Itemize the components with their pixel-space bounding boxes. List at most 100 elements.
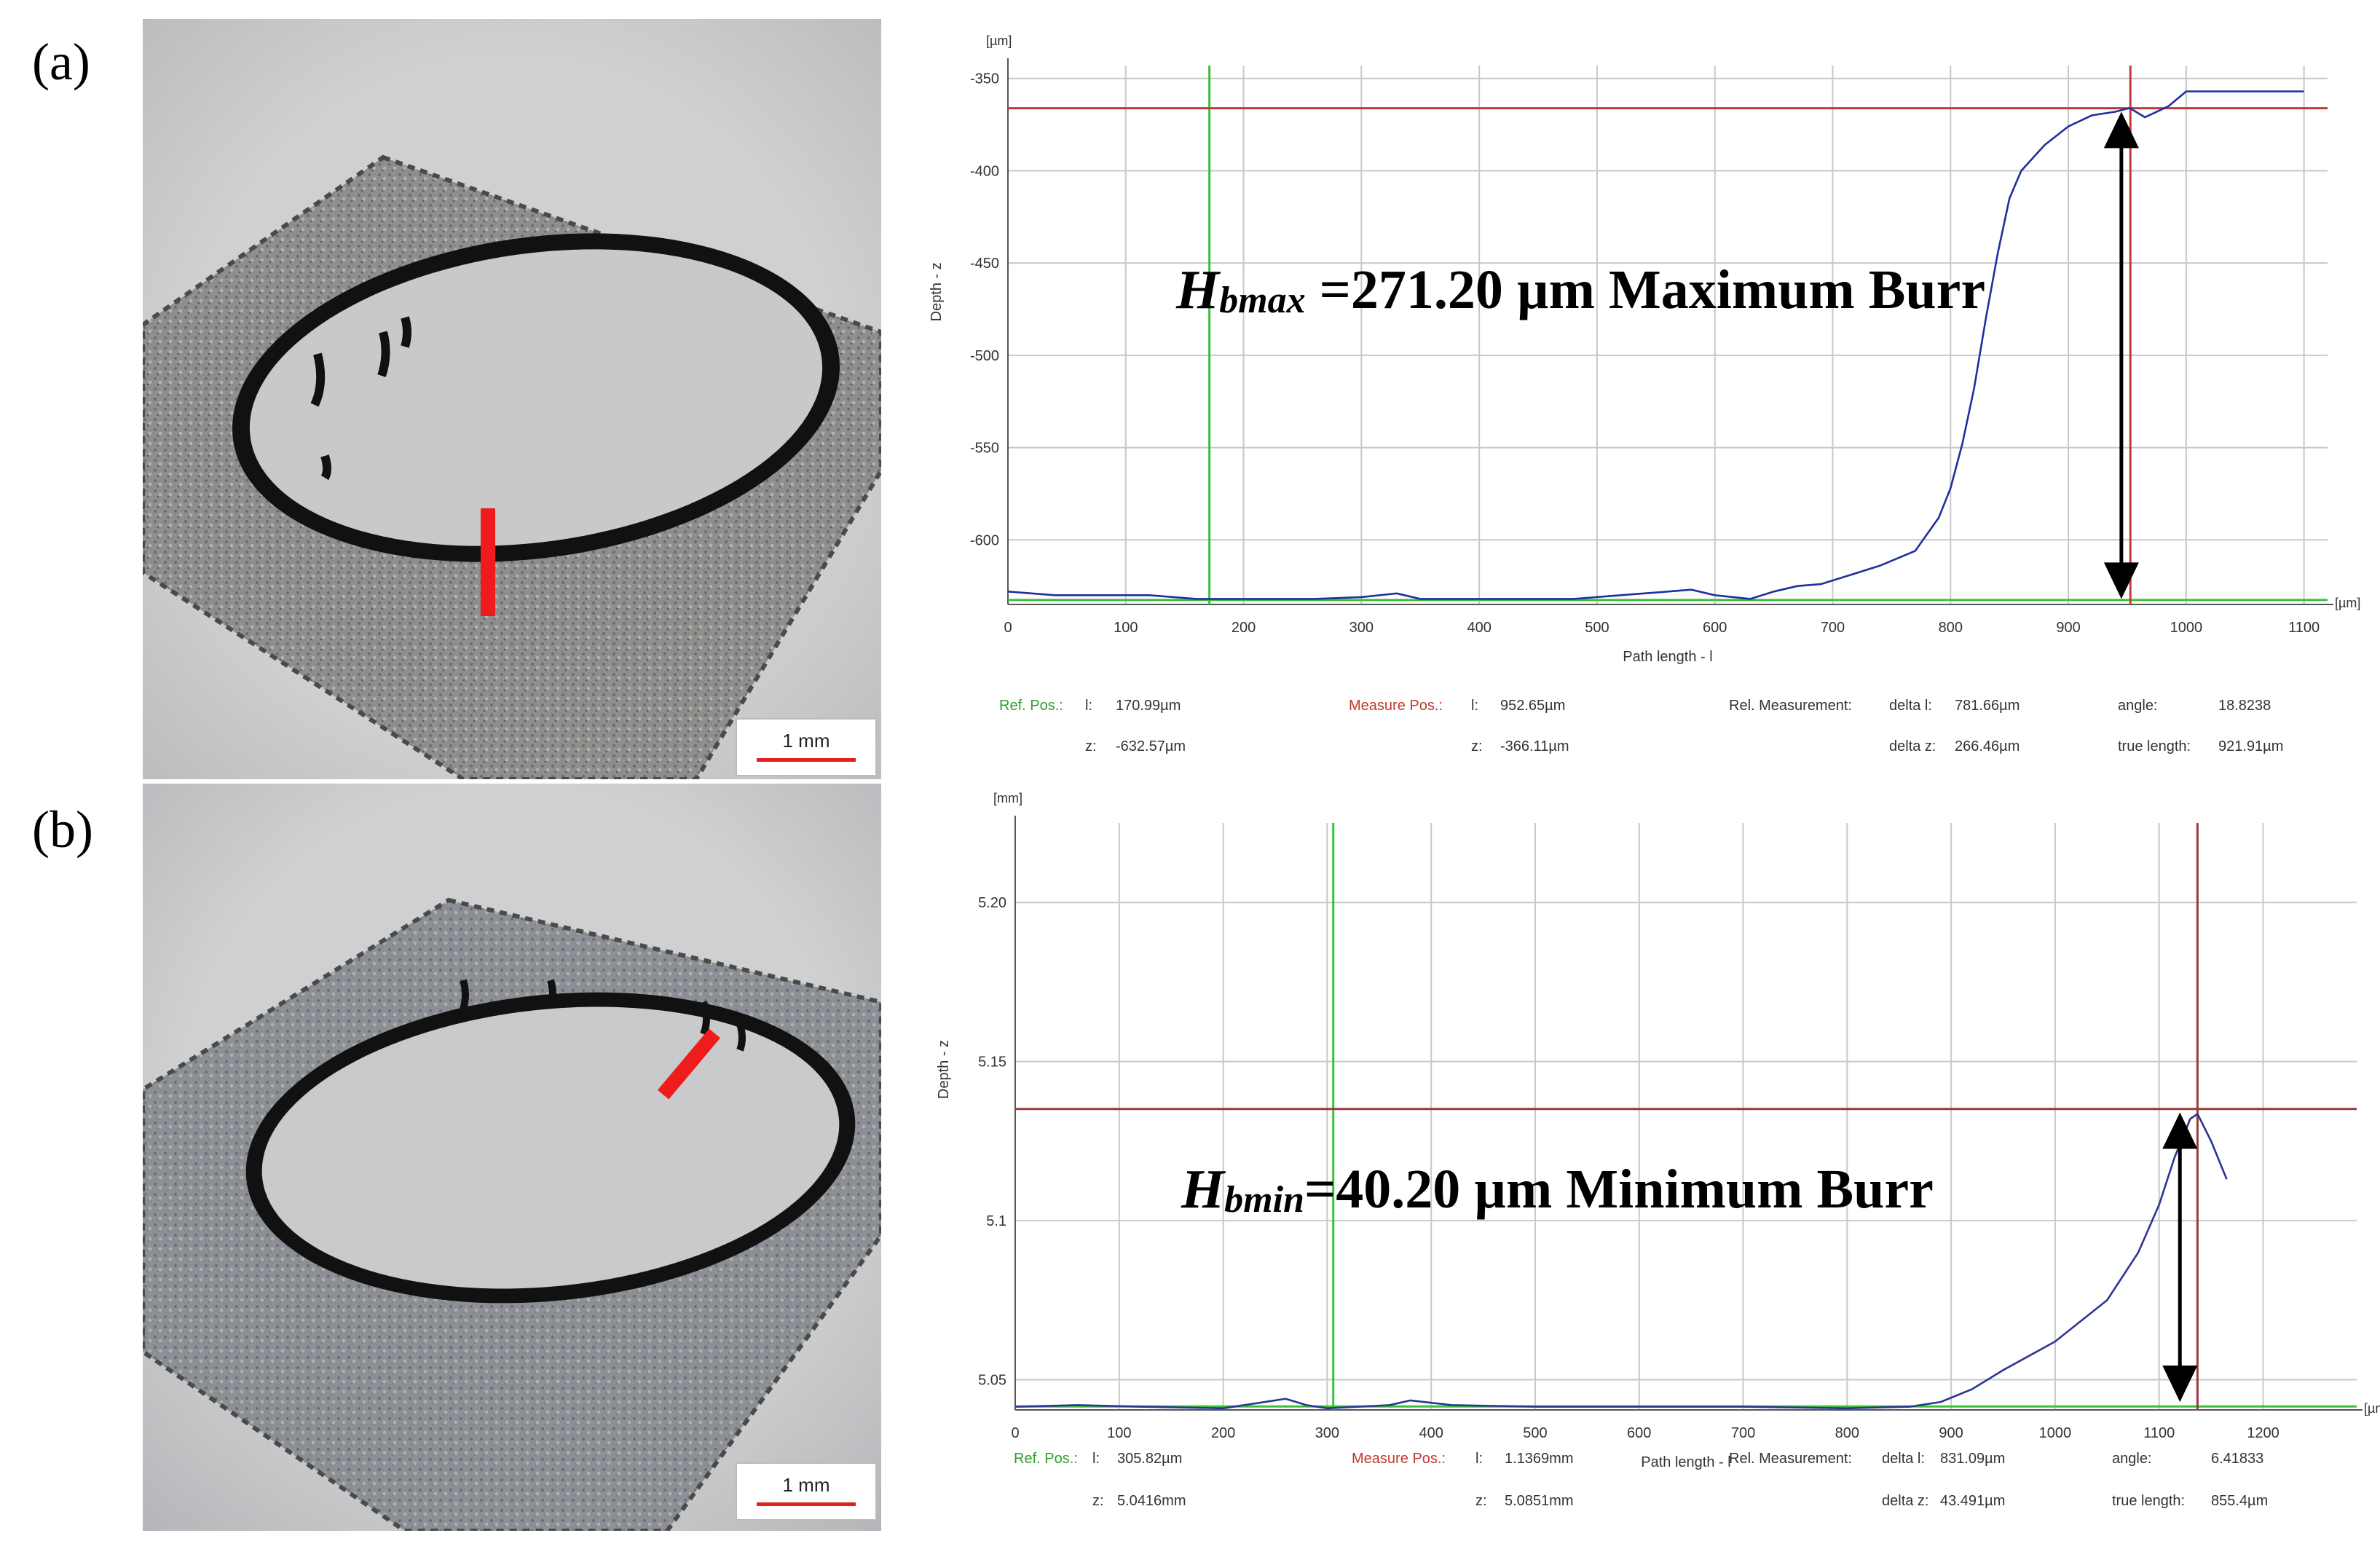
scale-bar-box-a: 1 mm — [736, 718, 877, 776]
x-tick-label-a: 600 — [1703, 620, 1727, 636]
x-tick-label-b: 700 — [1731, 1425, 1755, 1441]
y-tick-label-b: 5.05 — [978, 1372, 1006, 1388]
x-tick-label-a: 1100 — [2288, 620, 2320, 636]
delta-z-key-a: delta z: — [1889, 738, 1936, 754]
true-length-a: 921.91µm — [2218, 738, 2284, 754]
measure-z-a: -366.11µm — [1500, 738, 1569, 754]
x-tick-label-a: 200 — [1232, 620, 1256, 636]
y-tick-label-b: 5.15 — [978, 1055, 1006, 1071]
delta-l-a: 781.66µm — [1955, 698, 2020, 714]
y-tick-label-a: -550 — [970, 441, 999, 457]
delta-l-b: 831.09µm — [1940, 1451, 2006, 1467]
y-tick-label-a: -500 — [970, 348, 999, 364]
angle-key-a: angle: — [2118, 698, 2158, 714]
measure-z-b: 5.0851mm — [1505, 1493, 1574, 1509]
annotation-a-symbol: H — [1176, 259, 1220, 320]
ref-pos-label-a: Ref. Pos.: — [999, 698, 1063, 714]
angle-a: 18.8238 — [2218, 698, 2271, 714]
x-tick-label-b: 1000 — [2039, 1425, 2072, 1441]
angle-key-b: angle: — [2112, 1451, 2152, 1467]
ref-z-key-b: z: — [1092, 1493, 1104, 1509]
angle-b: 6.41833 — [2211, 1451, 2264, 1467]
delta-z-key-b: delta z: — [1882, 1493, 1929, 1509]
rel-measurement-label-a: Rel. Measurement: — [1729, 698, 1852, 714]
y-tick-label-b: 5.1 — [986, 1213, 1006, 1229]
scale-bar-box-b: 1 mm — [736, 1462, 877, 1521]
x-tick-label-b: 1200 — [2247, 1425, 2279, 1441]
x-tick-label-a: 1000 — [2170, 620, 2203, 636]
measure-l-b: 1.1369mm — [1505, 1451, 1574, 1467]
x-tick-label-a: 700 — [1821, 620, 1845, 636]
hole-b — [261, 1006, 840, 1289]
x-tick-label-a: 400 — [1467, 620, 1491, 636]
scale-bar-label-b: 1 mm — [782, 1474, 830, 1496]
hole-a — [249, 249, 823, 546]
panel-a-label: (a) — [32, 33, 90, 91]
annotation-b: Hbmin=40.20 µm Minimum Burr — [1181, 1158, 1934, 1221]
ref-l-key-a: l: — [1085, 698, 1092, 714]
ref-l-a: 170.99µm — [1116, 698, 1181, 714]
measure-l-key-a: l: — [1471, 698, 1478, 714]
x-tick-label-b: 1100 — [2143, 1425, 2175, 1441]
x-tick-label-a: 0 — [1004, 620, 1012, 636]
x-tick-label-a: 500 — [1585, 620, 1609, 636]
x-tick-label-b: 0 — [1011, 1425, 1019, 1441]
micrograph-b: 1 mm — [143, 784, 881, 1531]
x-unit-label-a: [µm] — [2335, 596, 2360, 610]
x-tick-label-b: 200 — [1211, 1425, 1235, 1441]
y-tick-label-a: -600 — [970, 532, 999, 548]
y-tick-label-a: -350 — [970, 71, 999, 87]
burr-arrow-head-top-b — [2162, 1112, 2198, 1149]
x-tick-label-b: 400 — [1419, 1425, 1443, 1441]
x-unit-label-b: [µm] — [2364, 1401, 2380, 1416]
ref-pos-label-b: Ref. Pos.: — [1014, 1451, 1078, 1467]
chart-a: 0 100 200 300 400 500 600 700 800 900 1000 1100 -350… — [918, 34, 2374, 699]
delta-z-b: 43.491µm — [1940, 1493, 2006, 1509]
ref-l-b: 305.82µm — [1117, 1451, 1183, 1467]
x-tick-label-b: 800 — [1835, 1425, 1859, 1441]
annotation-b-symbol: H — [1181, 1159, 1225, 1220]
scale-bar-b — [756, 1502, 856, 1506]
x-axis-title-a: Path length - l — [1623, 649, 1712, 665]
y-unit-label-a: [µm] — [986, 34, 1012, 48]
measure-pos-label-b: Measure Pos.: — [1352, 1451, 1446, 1467]
x-tick-label-b: 100 — [1107, 1425, 1131, 1441]
annotation-a: Hbmax =271.20 µm Maximum Burr — [1176, 259, 1985, 322]
profile-line-a — [1007, 90, 2304, 600]
x-tick-label-a: 800 — [1939, 620, 1963, 636]
measure-z-key-a: z: — [1471, 738, 1483, 754]
true-length-b: 855.4µm — [2211, 1493, 2269, 1509]
ref-z-b: 5.0416mm — [1117, 1493, 1186, 1509]
ref-l-key-b: l: — [1092, 1451, 1100, 1467]
y-unit-label-b: [mm] — [993, 791, 1022, 805]
annotation-a-subscript: bmax — [1219, 280, 1306, 321]
x-tick-label-a: 900 — [2056, 620, 2080, 636]
ref-z-key-a: z: — [1085, 738, 1097, 754]
y-tick-label-a: -400 — [970, 163, 999, 179]
chart-a-svg: 0 100 200 300 400 500 600 700 800 900 1000 1100 -350… — [929, 34, 2360, 665]
panel-b-label: (b) — [32, 800, 93, 859]
y-tick-label-b: 5.20 — [978, 895, 1006, 911]
measure-line-marker-b — [657, 1028, 721, 1100]
chart-b-svg: 0 100 200 300 400 500 600 700 800 900 1000 1100 1200… — [936, 791, 2380, 1470]
x-tick-label-b: 900 — [1939, 1425, 1963, 1441]
ref-z-a: -632.57µm — [1116, 738, 1186, 754]
true-length-key-a: true length: — [2118, 738, 2191, 754]
annotation-a-text: =271.20 µm Maximum Burr — [1305, 259, 1986, 320]
y-axis-title-a: Depth - z — [929, 262, 945, 321]
measure-l-a: 952.65µm — [1500, 698, 1566, 714]
burr-arrow-head-bottom-a — [2103, 562, 2139, 599]
x-tick-label-a: 100 — [1114, 620, 1138, 636]
x-tick-label-a: 300 — [1349, 620, 1374, 636]
x-axis-title-b: Path length - l — [1641, 1454, 1730, 1470]
x-tick-label-b: 300 — [1315, 1425, 1339, 1441]
chart-b: 0 100 200 300 400 500 600 700 800 900 1000 1100 1200… — [918, 791, 2380, 1470]
delta-l-key-b: delta l: — [1882, 1451, 1925, 1467]
burr-arrow-head-bottom-b — [2162, 1365, 2198, 1403]
rel-measurement-label-b: Rel. Measurement: — [1729, 1451, 1852, 1467]
delta-z-a: 266.46µm — [1955, 738, 2020, 754]
micrograph-a: 1 mm — [143, 19, 881, 779]
y-tick-label-a: -450 — [970, 256, 999, 272]
scale-bar-label-a: 1 mm — [782, 730, 830, 752]
measure-z-key-b: z: — [1475, 1493, 1487, 1509]
